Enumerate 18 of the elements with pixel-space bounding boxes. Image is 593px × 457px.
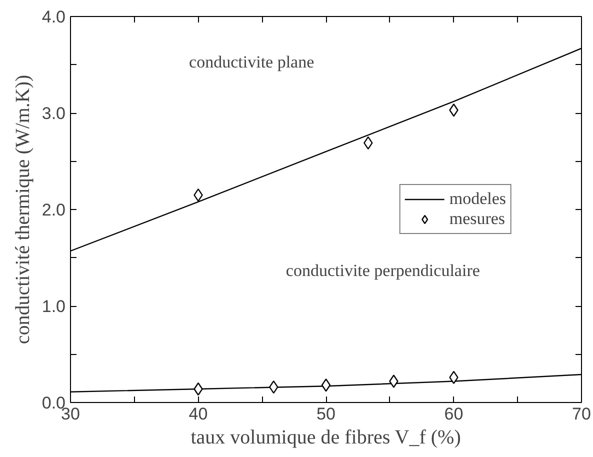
y-tick-label: 3.0 (42, 104, 66, 123)
x-tick-label: 50 (316, 404, 336, 424)
x-axis-title: taux volumique de fibres V_f (%) (190, 426, 461, 448)
y-axis-title: conductivité thermique (W/m.K)) (12, 74, 34, 344)
x-tick-label: 40 (188, 404, 208, 424)
y-tick-label: 4.0 (42, 8, 66, 26)
y-tick-label: 1.0 (42, 297, 66, 316)
y-tick-label: 2.0 (42, 200, 66, 220)
legend-label: mesures (449, 209, 506, 229)
x-tick-label: 70 (572, 404, 591, 424)
annotation: conductivite plane (189, 52, 314, 72)
annotation: conductivite perpendiculaire (286, 260, 480, 280)
legend-label: modeles (449, 189, 506, 209)
point (389, 374, 398, 388)
point (449, 104, 458, 117)
point (321, 378, 331, 392)
x-tick-label: 60 (444, 404, 464, 424)
line-series (70, 48, 582, 252)
